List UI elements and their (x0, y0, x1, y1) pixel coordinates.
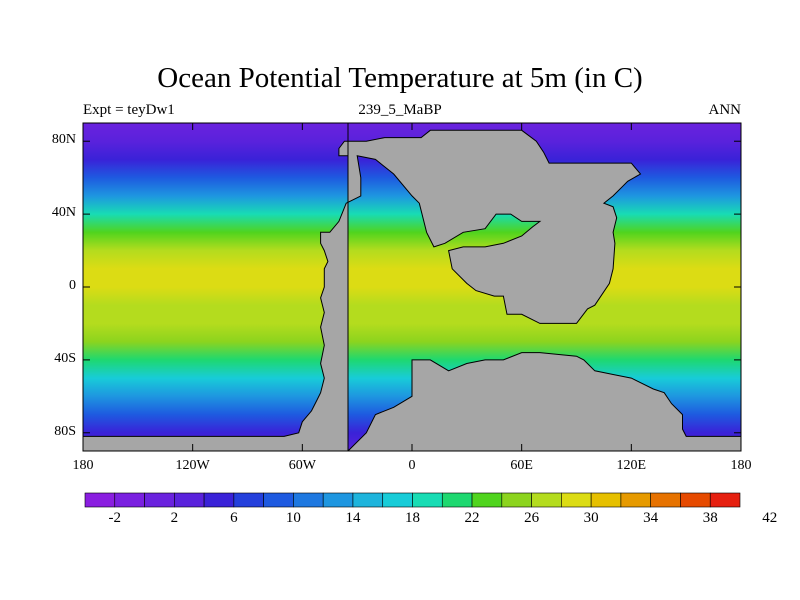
colorbar-cell (293, 492, 324, 508)
axis-ticks (82, 123, 742, 451)
colorbar-cell (382, 492, 413, 508)
x-tick-label: 0 (408, 458, 416, 473)
land-mass (83, 123, 741, 451)
x-tick-label: 60E (510, 458, 533, 473)
x-tick-label: 120E (616, 458, 647, 473)
colorbar-cell (680, 492, 711, 508)
colorbar-label: 6 (230, 510, 238, 526)
y-tick-label: 40S (54, 350, 76, 366)
colorbar-cell (471, 492, 503, 508)
colorbar-cell (620, 492, 651, 508)
y-tick-label: 0 (69, 278, 76, 293)
x-tick-label: 180 (730, 458, 752, 473)
colorbar-label: 18 (405, 510, 420, 526)
x-tick-label: 60W (288, 458, 316, 473)
colorbar-label: 38 (702, 510, 718, 526)
colorbar-cell (441, 492, 473, 508)
colorbar-label: 22 (464, 510, 480, 526)
y-tick-label: 40N (51, 205, 76, 221)
map-title: Ocean Potential Temperature at 5m (in C) (157, 62, 643, 94)
colorbar-cell (650, 492, 681, 508)
colorbar-cell (84, 492, 116, 508)
season-label: ANN (708, 102, 742, 118)
colorbar-cell (203, 492, 235, 508)
colorbar-cell (412, 492, 443, 508)
colorbar-cell (501, 492, 532, 508)
colorbar-label: 42 (762, 510, 778, 526)
colorbar-cell (174, 492, 205, 508)
colorbar-label: 2 (170, 510, 179, 526)
colorbar-label: -2 (108, 510, 122, 526)
colorbar-cell (322, 492, 354, 508)
colorbar-cell (590, 492, 622, 508)
colorbar-cell (233, 492, 264, 508)
colorbar-label: 30 (583, 510, 599, 526)
colorbar-label: 26 (524, 510, 540, 526)
y-tick-label: 80N (51, 132, 76, 148)
colorbar-cell (263, 492, 294, 508)
colorbar-label: 10 (285, 510, 301, 526)
colorbar-cell (144, 492, 175, 508)
colorbar-cell (531, 492, 562, 508)
colorbar-cell (114, 492, 145, 508)
x-tick-label: 120W (175, 458, 210, 473)
colorbar-cell (709, 492, 741, 508)
period-label: 239_5_MaBP (358, 102, 442, 118)
experiment-label: Expt = teyDw1 (83, 102, 175, 118)
colorbar-cell (561, 492, 592, 508)
y-tick-label: 80S (54, 423, 76, 439)
colorbar-cell (352, 492, 384, 508)
colorbar-label: 34 (643, 510, 659, 526)
x-tick-label: 180 (72, 458, 94, 473)
colorbar-label: 14 (345, 510, 361, 526)
